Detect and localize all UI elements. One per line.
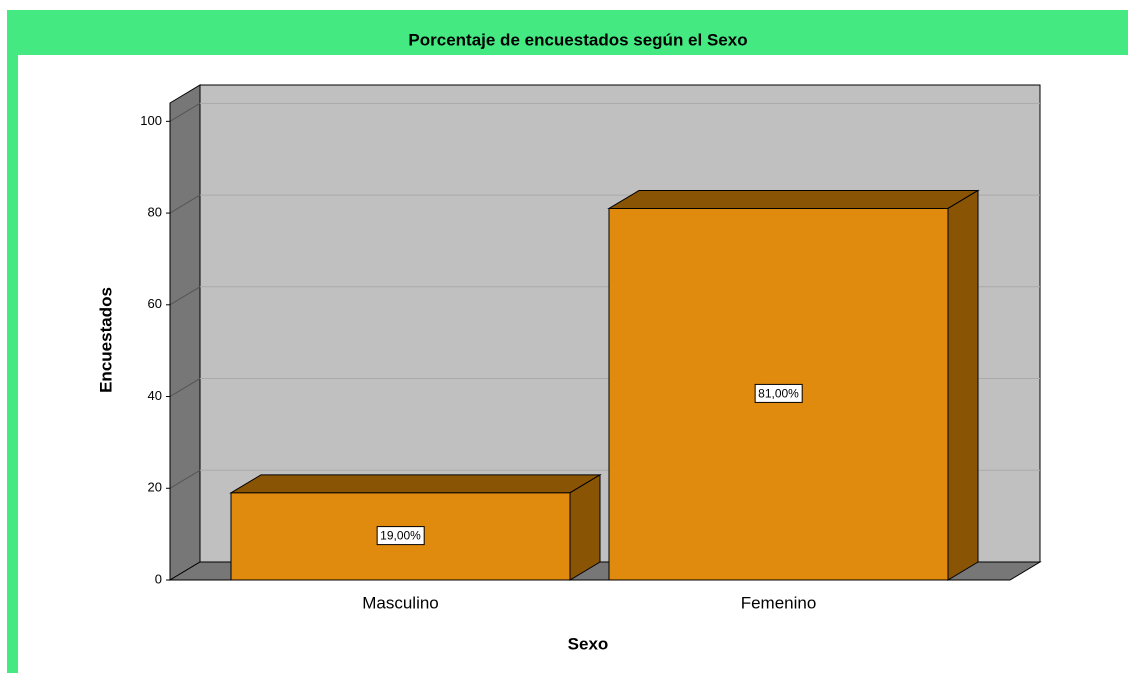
y-tick-label: 40 (148, 388, 162, 403)
bar-side (569, 473, 601, 581)
value-label-box (376, 526, 425, 546)
grid-line (169, 194, 201, 214)
value-label-box (754, 383, 803, 403)
grid-line (169, 286, 201, 306)
y-axis-title: Encuestados (96, 287, 115, 393)
header (7, 10, 1128, 55)
bar-side (947, 189, 979, 581)
grid-line (169, 469, 201, 489)
y-tick-label: 80 (148, 205, 162, 220)
x-tick-label: Masculino (362, 593, 439, 612)
y-tick-label: 20 (148, 480, 162, 495)
value-label: 81,00% (758, 386, 799, 400)
x-axis-title: Sexo (568, 634, 609, 653)
side-wall (169, 84, 201, 581)
bar-top (607, 189, 980, 209)
y-tick-label: 0 (155, 571, 162, 586)
chart-title: Porcentaje de encuestados según el Sexo (408, 30, 747, 49)
left-border (7, 10, 18, 673)
x-tick-label: Femenino (741, 593, 817, 612)
bar-top (229, 474, 602, 494)
value-label: 19,00% (380, 529, 421, 543)
grid-line (169, 102, 201, 122)
y-tick-label: 60 (148, 296, 162, 311)
grid-line (169, 378, 201, 397)
y-tick-label: 100 (140, 113, 162, 128)
bar (230, 492, 571, 581)
